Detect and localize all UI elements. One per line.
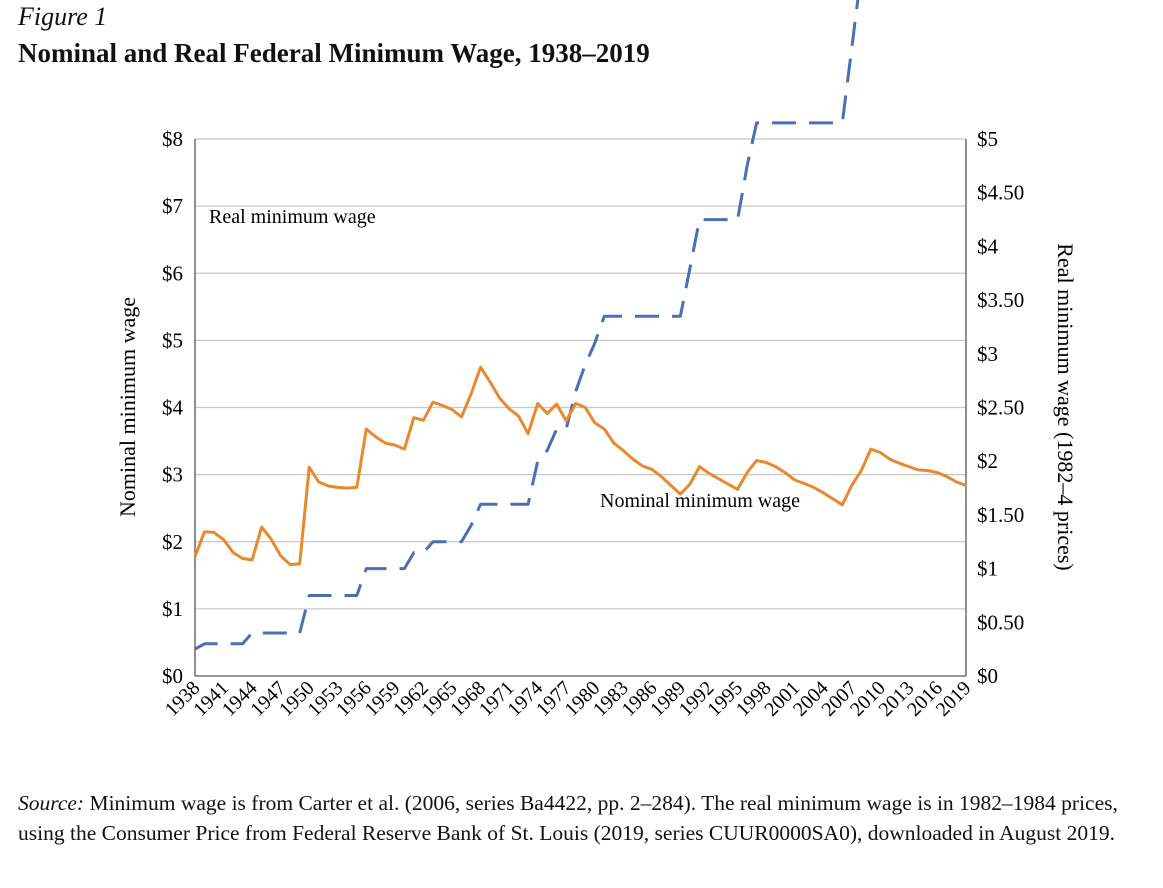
right-tick-label: $1.50 <box>977 503 1024 527</box>
nominal-wage-annotation: Nominal minimum wage <box>600 490 800 512</box>
chart: $0 $1 $2 $3 $4 $5 $6 $7 $8 $0 $0.50 $1 $1.50 $2 $2.50… <box>115 0 1078 721</box>
series-lines <box>193 0 967 651</box>
right-tick-label: $2.50 <box>977 396 1024 420</box>
left-tick-label: $6 <box>162 261 183 285</box>
right-tick-label: $2 <box>977 449 998 473</box>
x-axis-ticks: 1938194119441947195019531956195919621965… <box>161 677 976 721</box>
real-wage-annotation: Real minimum wage <box>209 206 376 228</box>
right-axis-ticks: $0 $0.50 $1 $1.50 $2 $2.50 $3 $3.50 $4 $4.50 $5 <box>977 127 1024 688</box>
right-tick-label: $0 <box>977 664 998 688</box>
source-text: Minimum wage is from Carter et al. (2006… <box>18 791 1118 845</box>
left-tick-label: $3 <box>162 463 183 487</box>
right-tick-label: $3.50 <box>977 288 1024 312</box>
right-tick-label: $1 <box>977 557 998 581</box>
right-tick-label: $3 <box>977 342 998 366</box>
source-note: Source: Minimum wage is from Carter et a… <box>18 788 1158 848</box>
right-axis-title: Real minimum wage (1982–4 prices) <box>1053 243 1078 570</box>
right-tick-label: $4.50 <box>977 181 1024 205</box>
left-tick-label: $4 <box>162 396 184 420</box>
left-tick-label: $0 <box>162 664 183 688</box>
left-tick-label: $7 <box>162 194 183 218</box>
grid-lines <box>195 138 966 610</box>
right-tick-label: $5 <box>977 127 998 151</box>
chart-title: Nominal and Real Federal Minimum Wage, 1… <box>18 38 650 68</box>
right-tick-label: $0.50 <box>977 610 1024 634</box>
axes <box>194 139 967 677</box>
real-wage-line <box>193 365 967 567</box>
figure-label: Figure 1 <box>18 2 108 31</box>
x-tick-label: 2019 <box>932 677 976 721</box>
left-tick-label: $2 <box>162 530 183 554</box>
left-axis-ticks: $0 $1 $2 $3 $4 $5 $6 $7 $8 <box>162 127 184 688</box>
right-tick-label: $4 <box>977 234 999 258</box>
left-tick-label: $1 <box>162 597 183 621</box>
nominal-wage-line <box>194 0 860 651</box>
left-tick-label: $8 <box>162 127 183 151</box>
left-tick-label: $5 <box>162 328 183 352</box>
source-label: Source: <box>18 791 85 815</box>
left-axis-title: Nominal minimum wage <box>115 297 140 517</box>
